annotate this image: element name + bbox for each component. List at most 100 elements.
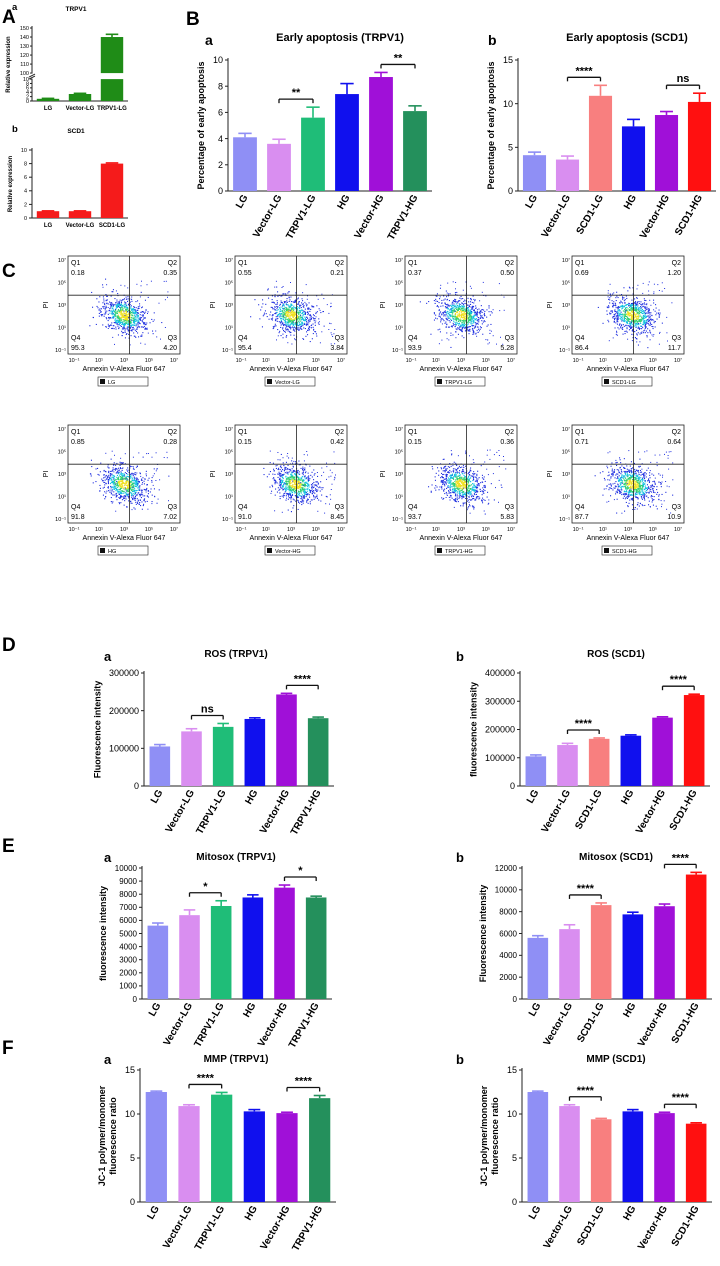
flow-event-dot: [617, 310, 619, 312]
flow-event-dot: [281, 310, 283, 312]
flow-event-dot: [627, 314, 629, 316]
flow-event-dot: [302, 303, 304, 305]
flow-event-dot: [447, 282, 449, 284]
flow-event-dot: [271, 301, 273, 303]
flow-event-dot: [458, 304, 460, 306]
flow-event-dot: [295, 500, 297, 502]
flow-event-dot: [100, 311, 102, 313]
flow-event-dot: [286, 298, 288, 300]
flow-event-dot: [455, 318, 457, 320]
flow-event-dot: [128, 484, 130, 486]
quadrant-q4-name: Q4: [71, 504, 80, 511]
flow-event-dot: [623, 287, 625, 289]
flow-event-dot: [294, 301, 296, 303]
flow-event-dot: [637, 301, 639, 303]
flow-event-dot: [639, 341, 641, 343]
flow-event-dot: [290, 319, 292, 321]
flow-event-dot: [281, 287, 283, 288]
flow-event-dot: [99, 308, 101, 310]
y-tick-label: 300000: [109, 668, 139, 678]
flow-event-dot: [139, 317, 141, 319]
flow-event-dot: [134, 477, 136, 479]
flow-event-dot: [116, 315, 118, 317]
flow-event-dot: [122, 486, 124, 488]
flow-event-dot: [132, 310, 134, 312]
flow-event-dot: [303, 492, 305, 494]
flow-event-dot: [309, 491, 311, 493]
flow-event-dot: [120, 310, 122, 312]
flow-event-dot: [291, 310, 293, 312]
quadrant-q4-value: 86.4: [575, 345, 589, 352]
flow-event-dot: [470, 315, 472, 317]
flow-event-dot: [626, 325, 628, 327]
flow-event-dot: [479, 300, 481, 302]
flow-event-dot: [447, 326, 449, 328]
y-axis-label: fluorescence intensity: [98, 886, 108, 981]
flow-event-dot: [289, 316, 291, 318]
significance-label: ****: [672, 1092, 690, 1104]
flow-event-dot: [315, 320, 317, 322]
flow-event-dot: [612, 316, 614, 318]
flow-event-dot: [621, 317, 623, 319]
flow-event-dot: [121, 310, 123, 312]
flow-plot-Vector-HG: Q10.15Q20.42Q491.0Q38.4510⁷10⁵10³10¹10⁻¹…: [210, 424, 348, 556]
flow-event-dot: [116, 483, 118, 485]
flow-event-dot: [658, 309, 660, 311]
flow-event-dot: [139, 319, 141, 321]
flow-event-dot: [480, 315, 482, 317]
flow-legend-swatch: [100, 548, 105, 553]
x-tick-label: TRPV1-HG: [287, 1001, 322, 1050]
flow-event-dot: [652, 335, 654, 337]
flow-event-dot: [115, 490, 117, 492]
flow-event-dot: [98, 315, 100, 317]
y-tick-label: 300000: [485, 696, 515, 706]
flow-event-dot: [620, 325, 622, 327]
flow-event-dot: [639, 318, 641, 320]
flow-event-dot: [109, 477, 111, 479]
flow-event-dot: [301, 494, 303, 496]
flow-event-dot: [457, 309, 459, 311]
flow-event-dot: [288, 477, 290, 479]
flow-event-dot: [489, 332, 491, 334]
flow-event-dot: [115, 290, 117, 292]
flow-event-dot: [115, 306, 117, 308]
flow-event-dot: [311, 490, 313, 492]
flow-event-dot: [103, 305, 105, 307]
flow-y-tick-label: 10⁻¹: [222, 348, 233, 354]
x-tick-label: HG: [622, 193, 639, 212]
flow-event-dot: [275, 467, 277, 469]
flow-event-dot: [308, 327, 310, 329]
flow-event-dot: [295, 328, 297, 330]
flow-event-dot: [300, 317, 302, 319]
flow-event-dot: [127, 493, 129, 495]
flow-event-dot: [291, 303, 293, 305]
flow-event-dot: [636, 333, 638, 335]
flow-event-dot: [486, 316, 488, 318]
flow-event-dot: [626, 297, 628, 299]
bar: [242, 897, 264, 999]
flow-event-dot: [445, 318, 447, 320]
flow-event-dot: [279, 310, 281, 312]
flow-event-dot: [445, 317, 447, 319]
flow-event-dot: [637, 308, 639, 310]
flow-event-dot: [285, 481, 287, 483]
quadrant-q3-value: 7.02: [163, 514, 177, 521]
flow-event-dot: [467, 323, 469, 325]
flow-event-dot: [124, 313, 126, 315]
y-tick-label: 200000: [485, 725, 515, 735]
flow-event-dot: [292, 308, 294, 310]
flow-event-dot: [136, 482, 138, 484]
flow-event-dot: [292, 311, 294, 313]
flow-event-dot: [614, 327, 616, 329]
flow-event-dot: [629, 326, 631, 328]
flow-event-dot: [308, 307, 310, 309]
flow-event-dot: [134, 480, 136, 482]
bar: [590, 1119, 612, 1202]
flow-event-dot: [445, 306, 447, 308]
flow-event-dot: [461, 314, 463, 316]
flow-event-dot: [151, 501, 153, 503]
flow-event-dot: [127, 467, 129, 469]
flow-event-dot: [613, 301, 615, 303]
flow-event-dot: [113, 305, 114, 307]
y-tick-label: 0: [133, 995, 138, 1004]
